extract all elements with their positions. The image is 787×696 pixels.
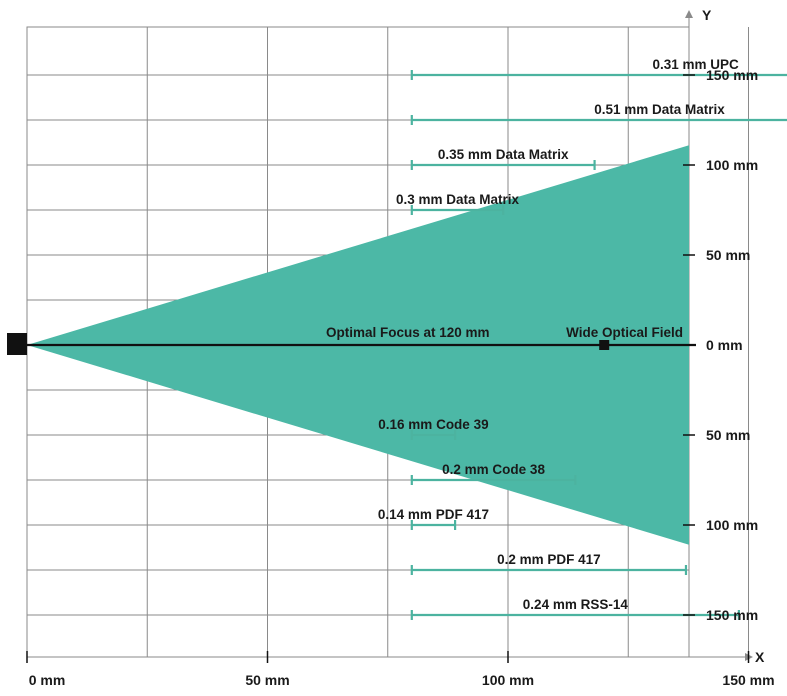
range-bar-label: 0.35 mm Data Matrix <box>438 147 569 162</box>
x-axis-arrow <box>689 653 753 661</box>
range-bar: 0.14 mm PDF 417 <box>378 507 489 530</box>
barcode-range-bars: 0.31 mm UPC 0.51 mm Data Matrix 0.35 mm Da… <box>378 57 787 620</box>
optical-field-label: Wide Optical Field <box>566 325 683 340</box>
range-bar: 0.51 mm Data Matrix <box>410 102 787 125</box>
range-bar-label: 0.3 mm Data Matrix <box>396 192 520 207</box>
range-bar-label: 0.24 mm RSS-14 <box>523 597 629 612</box>
range-bar: 0.2 mm PDF 417 <box>410 552 688 575</box>
range-bar-label: 0.2 mm Code 38 <box>442 462 545 477</box>
y-tick-label: 0 mm <box>706 337 743 353</box>
y-tick-label: 150 mm <box>706 607 758 623</box>
range-bar-label: 0.2 mm PDF 417 <box>497 552 601 567</box>
scanner-source-block <box>7 333 27 355</box>
range-bar: 0.2 mm Code 38 <box>410 462 577 485</box>
range-bar-label: 0.31 mm UPC <box>652 57 739 72</box>
y-tick-label: 50 mm <box>706 427 750 443</box>
range-bar-label: 0.16 mm Code 39 <box>378 417 488 432</box>
y-tick-label: 50 mm <box>706 247 750 263</box>
x-tick-label: 100 mm <box>482 672 534 688</box>
x-tick-label: 0 mm <box>29 672 66 688</box>
range-bar: 0.31 mm UPC <box>410 57 787 80</box>
x-tick-label: 150 mm <box>722 672 774 688</box>
y-tick-label: 100 mm <box>706 517 758 533</box>
range-bar: 0.24 mm RSS-14 <box>410 597 740 620</box>
y-axis-arrow <box>685 10 693 27</box>
range-bar: 0.35 mm Data Matrix <box>410 147 596 170</box>
focus-label: Optimal Focus at 120 mm <box>326 325 490 340</box>
range-bar: 0.3 mm Data Matrix <box>396 192 520 215</box>
y-tick-labels: 150 mm 100 mm 50 mm 0 mm 50 mm 100 mm 150 mm <box>683 67 758 623</box>
y-tick-label: 150 mm <box>706 67 758 83</box>
focus-marker <box>599 340 610 350</box>
y-axis-label: Y <box>702 7 712 23</box>
range-bar-label: 0.14 mm PDF 417 <box>378 507 489 522</box>
x-axis-label: X <box>755 649 765 665</box>
x-tick-label: 50 mm <box>245 672 289 688</box>
range-bar-label: 0.51 mm Data Matrix <box>594 102 725 117</box>
range-bar: 0.16 mm Code 39 <box>378 417 489 440</box>
y-tick-label: 100 mm <box>706 157 758 173</box>
